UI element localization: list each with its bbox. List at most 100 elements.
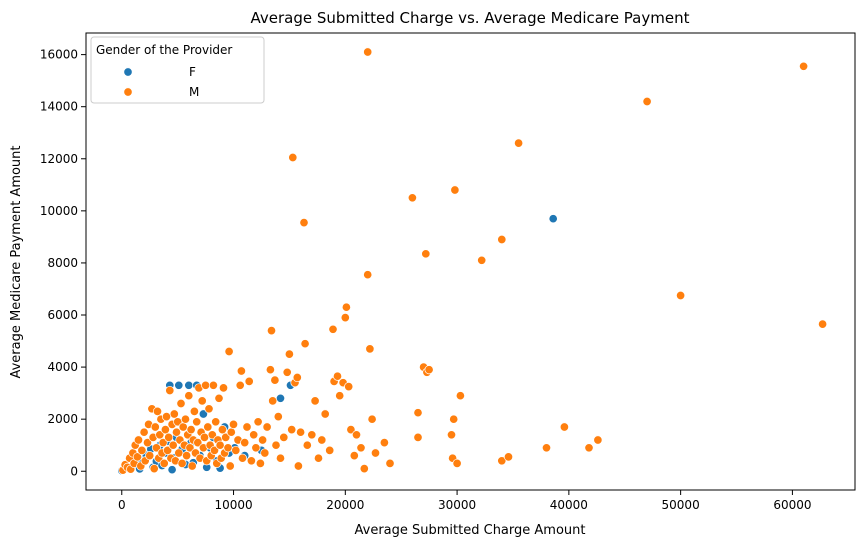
point-M (365, 344, 375, 354)
point-M (340, 313, 350, 323)
point-M (178, 422, 188, 432)
y-tick-label: 8000 (47, 256, 78, 270)
point-M (346, 425, 356, 435)
point-M (300, 339, 310, 349)
point-M (169, 409, 179, 419)
point-M (236, 366, 246, 376)
point-M (237, 453, 248, 463)
point-M (218, 383, 229, 393)
point-M (182, 451, 192, 461)
point-M (150, 422, 160, 432)
point-M (186, 425, 196, 435)
point-M (287, 425, 297, 435)
point-M (379, 438, 389, 448)
legend-frame (90, 36, 265, 104)
point-M (455, 391, 465, 401)
point-M (268, 396, 278, 406)
y-tick-label: 6000 (47, 308, 78, 322)
point-M (452, 458, 462, 468)
point-M (292, 372, 302, 383)
point-M (192, 417, 202, 427)
point-M (149, 464, 159, 474)
point-M (265, 365, 275, 375)
point-M (224, 346, 234, 357)
point-M (351, 430, 362, 440)
point-M (497, 456, 507, 466)
point-M (249, 430, 259, 440)
point-M (132, 452, 142, 462)
point-M (163, 445, 173, 455)
y-tick-label: 4000 (47, 360, 78, 374)
point-M (201, 380, 211, 390)
point-M (180, 414, 191, 424)
point-M (152, 406, 163, 416)
point-M (197, 396, 207, 406)
point-F (198, 409, 208, 419)
point-M (477, 255, 487, 265)
point-M (325, 445, 335, 455)
point-M (313, 453, 324, 463)
point-M (293, 461, 303, 471)
point-M (385, 458, 395, 468)
point-M (449, 414, 459, 424)
point-M (370, 448, 381, 458)
point-M (142, 438, 153, 448)
point-M (177, 458, 187, 468)
point-M (799, 61, 809, 71)
x-axis-label: Average Submitted Charge Amount (355, 523, 586, 538)
plot-area (85, 32, 856, 491)
x-tick-label: 60000 (773, 498, 811, 512)
x-axis: 0 10000 20000 30000 40000 50000 60000 (118, 490, 812, 512)
point-M (176, 398, 186, 409)
point-M (676, 290, 686, 301)
point-M (215, 440, 225, 450)
point-M (266, 326, 277, 336)
point-M (299, 218, 309, 228)
point-M (199, 432, 210, 442)
point-M (164, 432, 174, 442)
point-M (133, 435, 144, 445)
point-M (270, 375, 280, 385)
y-tick-label: 12000 (40, 152, 78, 166)
point-M (168, 440, 178, 450)
point-M (275, 453, 286, 463)
point-M (161, 412, 172, 422)
point-M (344, 382, 354, 392)
point-M (235, 380, 245, 390)
point-M (450, 185, 460, 195)
point-M (302, 440, 312, 450)
point-M (155, 430, 165, 440)
point-M (214, 393, 224, 403)
point-M (184, 391, 194, 401)
point-M (251, 443, 261, 453)
chart-title: Average Submitted Charge vs. Average Med… (251, 9, 690, 27)
point-M (593, 435, 603, 445)
point-F (184, 380, 194, 390)
point-M (363, 47, 373, 57)
point-M (160, 425, 170, 435)
point-M (279, 432, 289, 442)
x-tick-label: 20000 (326, 498, 364, 512)
point-M (284, 349, 294, 359)
point-M (151, 443, 161, 453)
point-M (273, 412, 283, 422)
point-M (139, 427, 149, 437)
point-M (242, 422, 252, 432)
point-M (223, 443, 233, 453)
point-M (174, 448, 184, 458)
point-M (231, 445, 241, 455)
point-M (211, 417, 221, 427)
point-M (407, 193, 417, 203)
series-M (118, 47, 828, 475)
point-M (137, 445, 147, 455)
point-M (349, 451, 359, 461)
point-M (225, 461, 235, 471)
point-M (359, 464, 369, 474)
point-M (203, 422, 213, 432)
point-M (165, 385, 175, 396)
point-M (307, 430, 317, 440)
point-M (221, 432, 231, 442)
point-M (296, 427, 306, 437)
point-M (228, 419, 239, 429)
point-M (246, 456, 256, 466)
